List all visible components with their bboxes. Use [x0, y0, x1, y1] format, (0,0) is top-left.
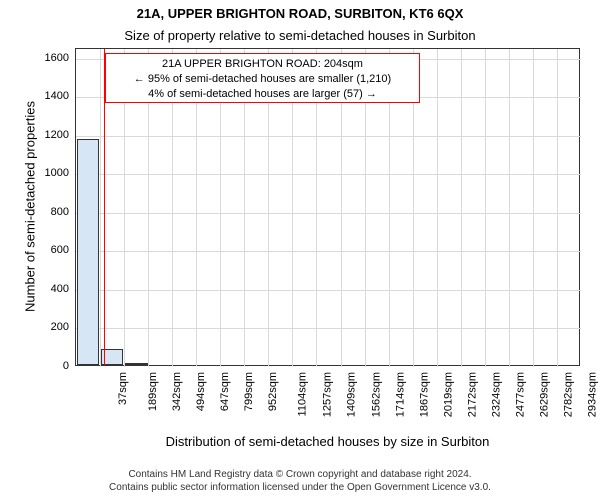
x-tick-label: 2934sqm: [586, 372, 598, 417]
y-tick-label: 600: [51, 244, 69, 256]
y-tick-label: 200: [51, 321, 69, 333]
y-tick-label: 1000: [45, 167, 69, 179]
annotation-line: ← 95% of semi-detached houses are smalle…: [106, 72, 419, 87]
x-gridline: [100, 49, 101, 367]
x-tick-label: 1409sqm: [346, 372, 358, 417]
x-tick-label: 647sqm: [219, 372, 231, 411]
histogram-bar: [77, 139, 100, 365]
chart-title: 21A, UPPER BRIGHTON ROAD, SURBITON, KT6 …: [0, 6, 600, 21]
x-gridline: [461, 49, 462, 367]
x-tick-label: 2477sqm: [514, 372, 526, 417]
x-tick-label: 952sqm: [267, 372, 279, 411]
x-gridline: [557, 49, 558, 367]
x-tick-label: 1867sqm: [418, 372, 430, 417]
y-tick-label: 400: [51, 283, 69, 295]
chart-footer: Contains HM Land Registry data © Crown c…: [0, 469, 600, 494]
y-gridline: [76, 136, 581, 137]
x-tick-label: 1562sqm: [370, 372, 382, 417]
y-tick-label: 0: [63, 360, 69, 372]
x-axis-label: Distribution of semi-detached houses by …: [75, 434, 580, 449]
x-gridline: [485, 49, 486, 367]
x-tick-label: 494sqm: [195, 372, 207, 411]
marker-annotation: 21A UPPER BRIGHTON ROAD: 204sqm← 95% of …: [105, 53, 420, 103]
x-tick-label: 2782sqm: [562, 372, 574, 417]
x-gridline: [437, 49, 438, 367]
x-tick-label: 1104sqm: [297, 372, 309, 416]
x-gridline: [509, 49, 510, 367]
y-gridline: [76, 251, 581, 252]
y-tick-label: 800: [51, 206, 69, 218]
x-tick-label: 2629sqm: [538, 372, 550, 417]
x-tick-label: 342sqm: [171, 372, 183, 411]
footer-line: Contains public sector information licen…: [0, 482, 600, 495]
annotation-line: 21A UPPER BRIGHTON ROAD: 204sqm: [106, 57, 419, 72]
y-gridline: [76, 328, 581, 329]
annotation-line: 4% of semi-detached houses are larger (5…: [106, 87, 419, 102]
footer-line: Contains HM Land Registry data © Crown c…: [0, 469, 600, 482]
property-size-chart: 21A, UPPER BRIGHTON ROAD, SURBITON, KT6 …: [0, 0, 600, 500]
x-tick-label: 1257sqm: [322, 372, 334, 417]
x-gridline: [533, 49, 534, 367]
x-tick-label: 37sqm: [117, 372, 129, 405]
y-tick-label: 1400: [45, 90, 69, 102]
y-gridline: [76, 290, 581, 291]
y-gridline: [76, 213, 581, 214]
x-tick-label: 189sqm: [147, 372, 159, 411]
y-axis-label: Number of semi-detached properties: [23, 82, 38, 332]
y-tick-label: 1200: [45, 129, 69, 141]
x-tick-label: 1714sqm: [394, 372, 406, 417]
y-tick-label: 1600: [45, 52, 69, 64]
x-tick-label: 2172sqm: [466, 372, 478, 417]
x-tick-label: 799sqm: [243, 372, 255, 411]
chart-subtitle: Size of property relative to semi-detach…: [0, 28, 600, 43]
x-tick-label: 2324sqm: [490, 372, 502, 417]
histogram-bar: [125, 363, 148, 366]
x-tick-label: 2019sqm: [442, 372, 454, 417]
y-gridline: [76, 174, 581, 175]
